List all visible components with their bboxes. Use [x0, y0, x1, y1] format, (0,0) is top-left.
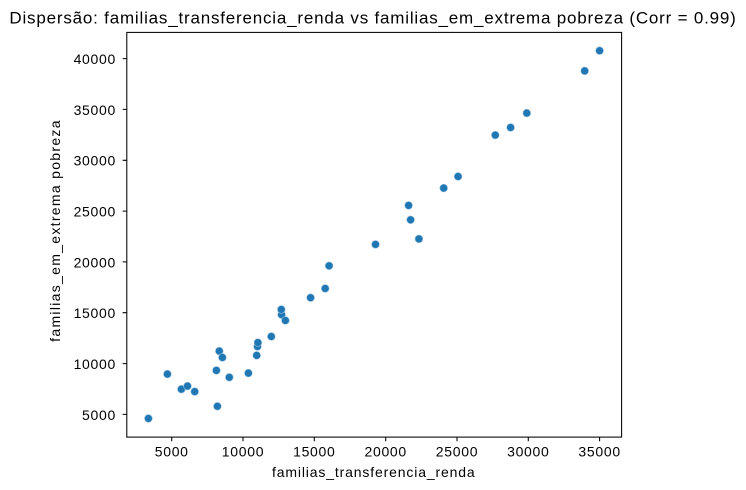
svg-text:15000: 15000	[74, 305, 116, 321]
svg-text:10000: 10000	[222, 443, 264, 459]
svg-text:Dispersão: familias_transferen: Dispersão: familias_transferencia_renda …	[9, 9, 736, 28]
svg-text:20000: 20000	[74, 254, 116, 270]
svg-text:25000: 25000	[74, 204, 116, 220]
svg-text:5000: 5000	[155, 443, 189, 459]
svg-text:30000: 30000	[74, 153, 116, 169]
svg-text:20000: 20000	[364, 443, 406, 459]
svg-text:familias_em_extrema pobreza: familias_em_extrema pobreza	[47, 119, 63, 342]
svg-text:35000: 35000	[74, 102, 116, 118]
svg-text:10000: 10000	[74, 356, 116, 372]
svg-text:25000: 25000	[436, 443, 478, 459]
svg-text:familias_transferencia_renda: familias_transferencia_renda	[272, 464, 476, 480]
svg-text:40000: 40000	[74, 51, 116, 67]
svg-text:15000: 15000	[293, 443, 335, 459]
svg-text:35000: 35000	[578, 443, 620, 459]
svg-text:30000: 30000	[507, 443, 549, 459]
svg-text:5000: 5000	[82, 407, 116, 423]
